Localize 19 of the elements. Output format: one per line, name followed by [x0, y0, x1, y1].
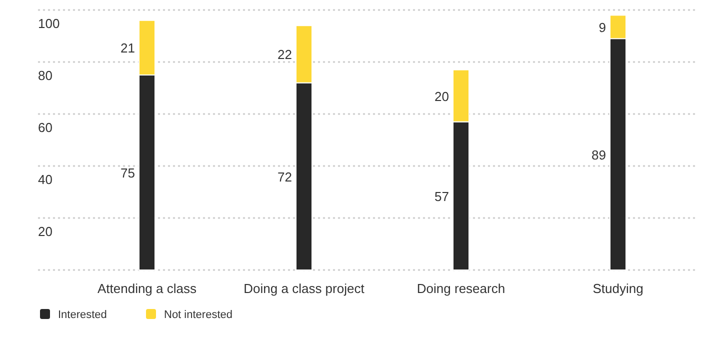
legend-label: Not interested — [164, 309, 232, 321]
x-tick-label: Doing research — [416, 281, 506, 296]
x-tick-label: Attending a class — [97, 281, 197, 296]
legend-label: Interested — [58, 309, 107, 321]
y-tick-label: 40 — [38, 172, 52, 187]
data-label: 75 — [120, 166, 135, 180]
data-label: 9 — [598, 20, 606, 35]
data-label: 21 — [120, 40, 135, 56]
y-tick-label: 100 — [38, 16, 60, 31]
data-label: 22 — [278, 47, 292, 62]
data-label: 57 — [434, 188, 449, 204]
data-label: 20 — [434, 88, 449, 104]
y-tick-label: 20 — [38, 224, 52, 239]
x-tick-label: Studying — [592, 281, 644, 296]
y-tick-label: 60 — [38, 120, 52, 135]
y-tick-label: 80 — [38, 68, 52, 83]
data-label: 89 — [592, 147, 606, 162]
data-label: 72 — [278, 169, 292, 184]
x-tick-label: Doing a class project — [244, 281, 365, 296]
